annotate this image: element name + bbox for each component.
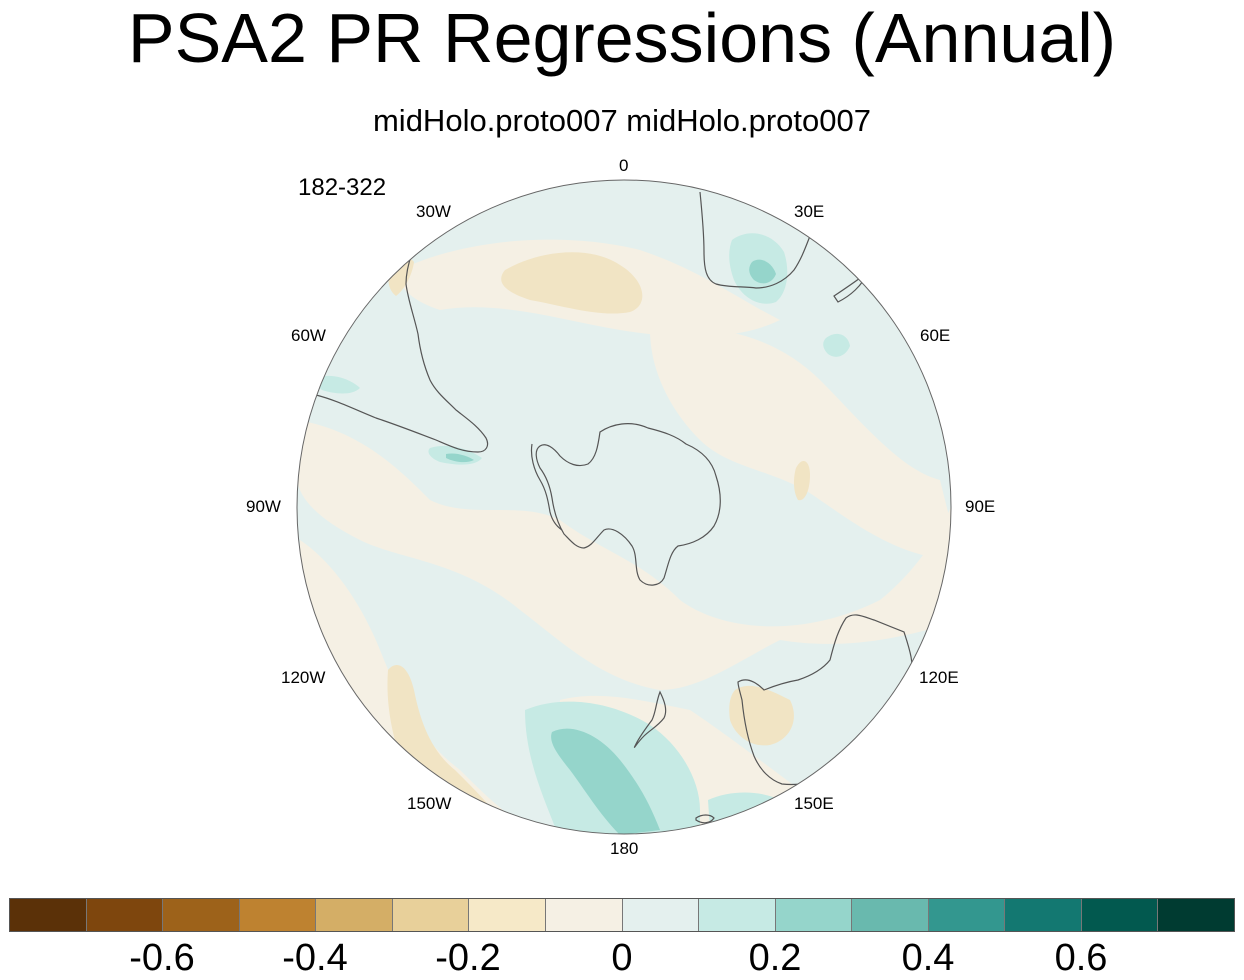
colorbar-tick-label: 0.6 xyxy=(1054,937,1108,979)
lon-label-60e: 60E xyxy=(920,326,951,345)
dry-patch-pacific xyxy=(387,664,505,830)
colorbar-tick-label: -0.2 xyxy=(435,937,501,979)
colorbar-box-11 xyxy=(852,899,929,931)
coast-africa xyxy=(699,191,811,289)
lon-label-180: 180 xyxy=(610,839,639,858)
colorbar-tick-label: 0.4 xyxy=(901,937,955,979)
lon-label-120w: 120W xyxy=(281,668,326,687)
neutral-region-band xyxy=(297,420,951,690)
coast-antarctic-peninsula xyxy=(530,443,563,531)
wet-patch-pacific-west xyxy=(315,375,360,394)
coast-south-america xyxy=(315,247,489,453)
colorbar-box-7 xyxy=(545,899,623,931)
colorbar-box-9 xyxy=(699,899,776,931)
colorbar-tick-label: 0 xyxy=(611,937,633,979)
wet-patch-east xyxy=(823,333,850,357)
chart-subtitle: midHolo.proto007 midHolo.proto007 xyxy=(372,103,871,138)
lon-label-90e: 90E xyxy=(965,497,996,516)
colorbar-box-3 xyxy=(239,899,317,931)
coastlines xyxy=(315,191,914,824)
colorbar-box-2 xyxy=(163,899,240,931)
lon-label-90w: 90W xyxy=(246,497,281,516)
coast-tasmania xyxy=(695,814,715,824)
wetter-patch-ross xyxy=(551,728,660,834)
map-ocean-background xyxy=(297,180,951,834)
colorbar-tick-label: -0.4 xyxy=(282,937,348,979)
chart-title: PSA2 PR Regressions (Annual) xyxy=(127,0,1117,77)
colorbar-box-15 xyxy=(1158,899,1234,931)
lon-label-30w: 30W xyxy=(416,202,451,221)
dry-patch-indian xyxy=(793,460,810,501)
neutral-region-east xyxy=(650,327,951,560)
colorbar-box-1 xyxy=(86,899,164,931)
colorbar-box-10 xyxy=(775,899,853,931)
colorbar-box-14 xyxy=(1081,899,1159,931)
colorbar-box-0 xyxy=(10,899,87,931)
period-label: 182-322 xyxy=(298,174,387,201)
colorbar-box-12 xyxy=(928,899,1006,931)
lon-label-0: 0 xyxy=(619,156,629,175)
colorbar-tick-label: 0.2 xyxy=(748,937,802,979)
dry-patch-australia xyxy=(729,685,794,746)
colorbar-box-6 xyxy=(469,899,546,931)
lon-label-150w: 150W xyxy=(407,794,452,813)
colorbar-box-4 xyxy=(316,899,393,931)
colorbar-box-5 xyxy=(392,899,470,931)
coast-antarctica xyxy=(535,423,721,586)
colorbar-box-13 xyxy=(1005,899,1082,931)
colorbar xyxy=(9,898,1235,932)
lon-label-120e: 120E xyxy=(919,668,959,687)
wetter-patch-drake xyxy=(446,453,474,463)
colorbar-box-8 xyxy=(622,899,700,931)
lon-label-150e: 150E xyxy=(794,794,834,813)
coast-new-zealand xyxy=(633,690,667,748)
colorbar-tick-label: -0.6 xyxy=(129,937,195,979)
coast-australia xyxy=(737,614,914,786)
wetter-patch-africa xyxy=(749,259,776,284)
map-border xyxy=(296,179,952,835)
dry-patch-atlantic xyxy=(501,252,643,314)
lon-label-60w: 60W xyxy=(291,326,326,345)
lon-label-30e: 30E xyxy=(794,202,825,221)
